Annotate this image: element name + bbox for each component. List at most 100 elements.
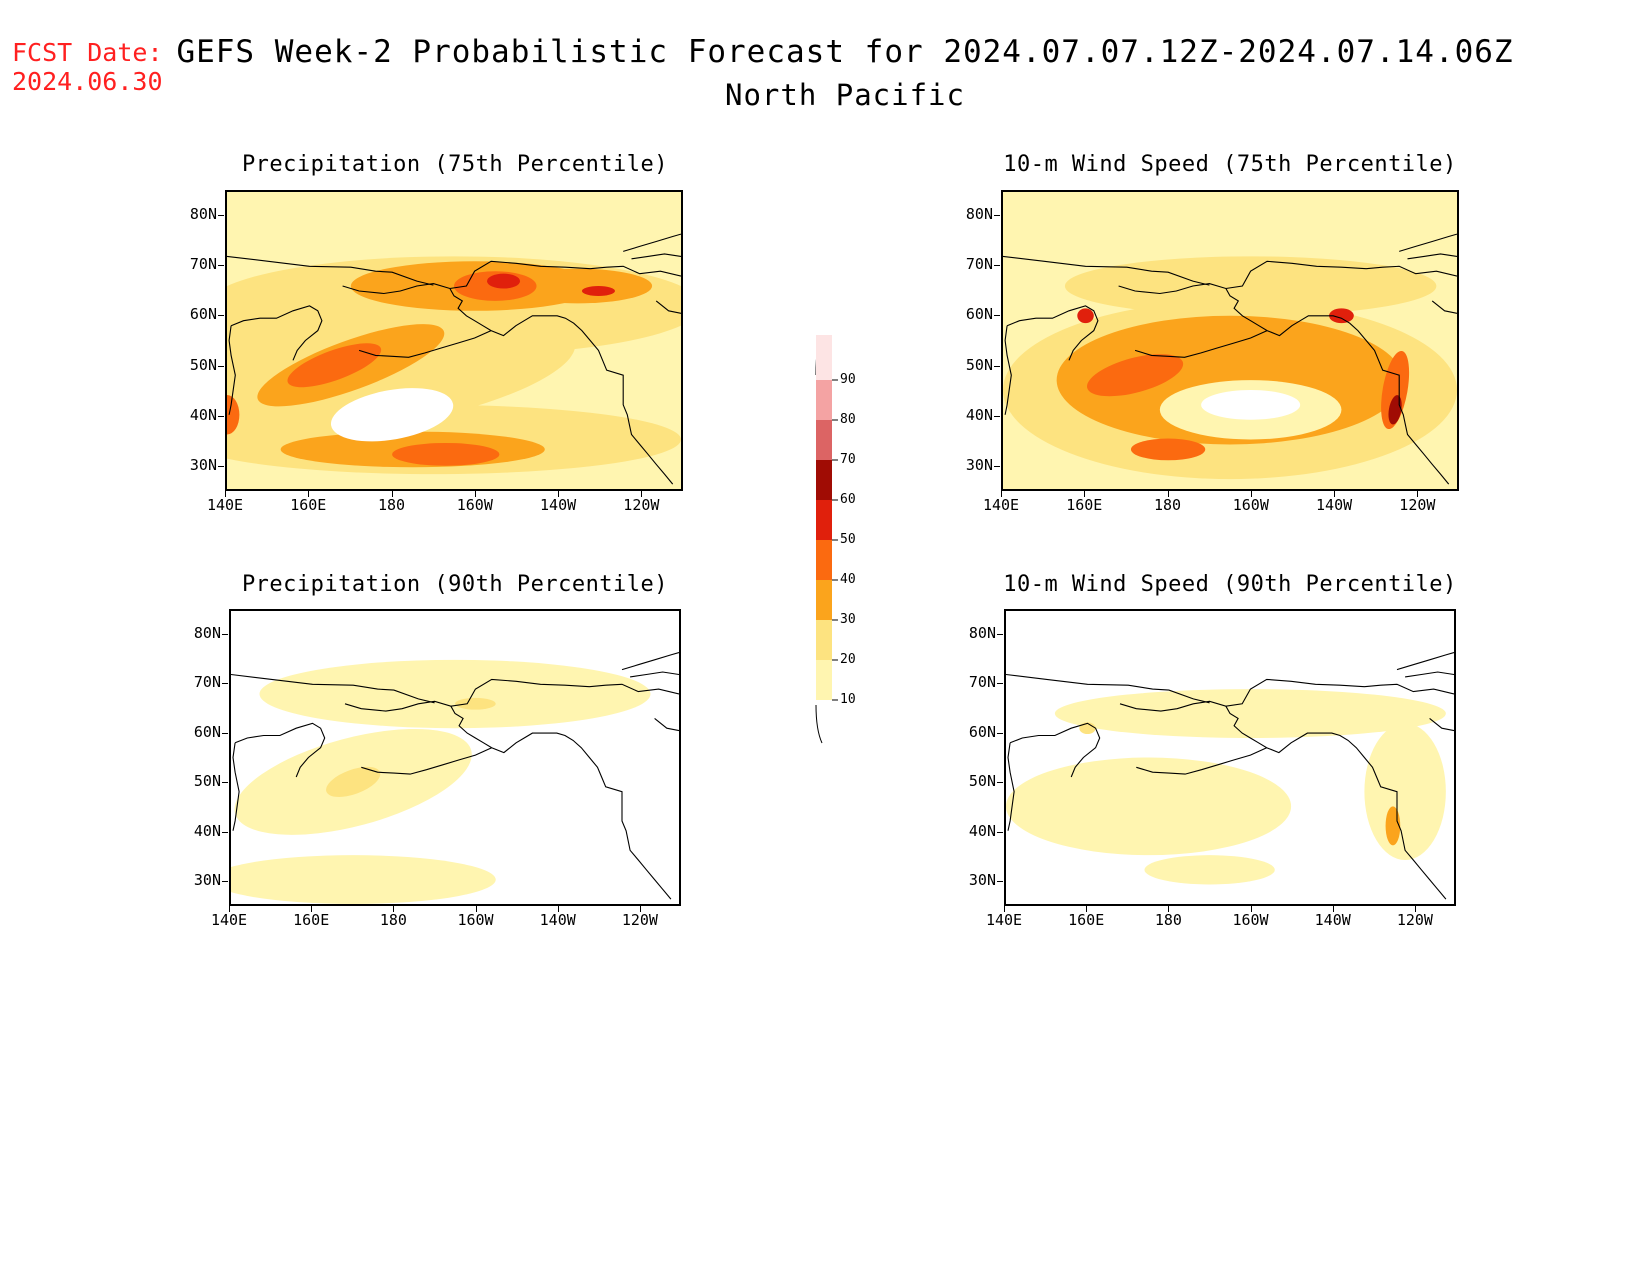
map-canvas: [231, 611, 679, 904]
lat-label: 40N: [965, 405, 993, 424]
lat-label: 70N: [189, 255, 217, 274]
coastline-3: [227, 255, 434, 286]
coastline-7: [630, 671, 679, 678]
lon-tick: [1001, 491, 1002, 497]
main-title: GEFS Week-2 Probabilistic Forecast for 2…: [176, 34, 1514, 70]
lon-label: 180: [1153, 496, 1182, 514]
fcst-date-block: FCST Date: 2024.06.30: [12, 38, 163, 96]
colorbar-swatch-20: [816, 620, 832, 660]
region-40c: [1381, 350, 1410, 430]
lat-tick: [218, 215, 224, 217]
lat-tick: [997, 683, 1003, 685]
lon-label: 160E: [1068, 911, 1105, 929]
lon-label: 140E: [206, 496, 244, 514]
lon-tick: [391, 491, 393, 497]
lon-label: 160E: [1066, 496, 1103, 514]
lon-label: 160W: [456, 496, 493, 514]
region-10a: [1006, 757, 1292, 856]
coastline-8: [1429, 717, 1454, 732]
coastline-6: [621, 651, 679, 671]
coastline-7: [1405, 671, 1454, 678]
lat-tick: [218, 415, 224, 417]
coastline-8: [654, 717, 679, 732]
region-50a: [487, 273, 521, 289]
coastline-3: [1006, 673, 1210, 704]
lon-tick: [557, 906, 559, 912]
lon-tick: [1334, 491, 1336, 497]
colorbar-label-90: 90: [840, 372, 856, 387]
coastline-3: [231, 673, 435, 704]
coastline-6: [1399, 233, 1457, 252]
region-40e: [227, 394, 240, 435]
colorbar-swatch-30: [816, 580, 832, 620]
lon-tick: [1417, 491, 1419, 497]
coastline-4: [1009, 722, 1101, 778]
lat-label: 40N: [968, 821, 996, 840]
panel-title-precip75: Precipitation (75th Percentile): [241, 152, 669, 177]
lat-label: 50N: [965, 355, 993, 374]
lat-tick: [997, 831, 1003, 833]
coastline-2: [1136, 747, 1267, 775]
region-20a: [1079, 722, 1096, 735]
panel-title-wind75: 10-m Wind Speed (75th Percentile): [1003, 152, 1457, 177]
panel-title-wind90: 10-m Wind Speed (90th Percentile): [1003, 572, 1457, 597]
lon-tick: [311, 906, 313, 912]
region-30a: [1385, 806, 1401, 846]
lon-label: 160W: [1232, 496, 1269, 514]
colorbar-swatch-10: [816, 660, 832, 700]
colorbar-label-40: 40: [840, 572, 856, 587]
lat-label: 70N: [965, 255, 993, 274]
coastline-0: [342, 260, 681, 295]
lat-tick: [997, 881, 1003, 883]
region-20a: [326, 766, 381, 797]
lat-label: 60N: [189, 305, 217, 324]
lat-tick: [994, 465, 1000, 467]
lon-tick: [1167, 491, 1169, 497]
lon-tick: [225, 491, 226, 497]
lon-label: 140W: [540, 496, 577, 514]
lon-tick: [1414, 906, 1416, 912]
map-wind75: [1001, 190, 1459, 491]
coastline-0: [1118, 260, 1457, 295]
coastline-0: [1119, 678, 1454, 712]
colorbar-label-20: 20: [840, 652, 856, 667]
coastline-7: [631, 253, 681, 260]
lat-label: 30N: [968, 871, 996, 890]
colorbar-label-60: 60: [840, 492, 856, 507]
lon-tick: [641, 491, 643, 497]
lat-tick: [997, 782, 1003, 784]
lon-label: 140E: [982, 496, 1020, 514]
region-subtitle: North Pacific: [725, 78, 965, 112]
lon-label: 160W: [457, 911, 494, 929]
colorbar-label-70: 70: [840, 452, 856, 467]
coastline-2: [358, 330, 492, 358]
colorbar-label-30: 30: [840, 612, 856, 627]
coastline-1: [449, 288, 674, 485]
lat-tick: [222, 782, 228, 784]
lat-tick: [218, 465, 224, 467]
lat-label: 30N: [965, 455, 993, 474]
coastline-1: [1225, 705, 1447, 900]
coastline-3: [1003, 255, 1210, 286]
lon-label: 140W: [1316, 496, 1353, 514]
lon-tick: [1250, 906, 1252, 912]
lon-label: 180: [379, 911, 407, 929]
lat-label: 30N: [189, 455, 217, 474]
lat-tick: [222, 683, 228, 685]
lat-tick: [994, 365, 1000, 367]
coastline-5: [1004, 325, 1012, 415]
fcst-date-value: 2024.06.30: [12, 67, 163, 96]
lon-tick: [1004, 906, 1005, 912]
coastline-6: [623, 233, 681, 252]
colorbar-swatch-90: [816, 335, 832, 380]
coastline-4: [1006, 305, 1099, 361]
lat-label: 60N: [193, 722, 221, 741]
lat-label: 30N: [193, 871, 221, 890]
lat-label: 80N: [193, 623, 221, 642]
coastline-1: [450, 705, 672, 900]
map-canvas: [1006, 611, 1454, 904]
region-10a: [259, 659, 651, 729]
lat-tick: [994, 215, 1000, 217]
coastline-0: [344, 678, 679, 712]
lat-tick: [994, 265, 1000, 267]
